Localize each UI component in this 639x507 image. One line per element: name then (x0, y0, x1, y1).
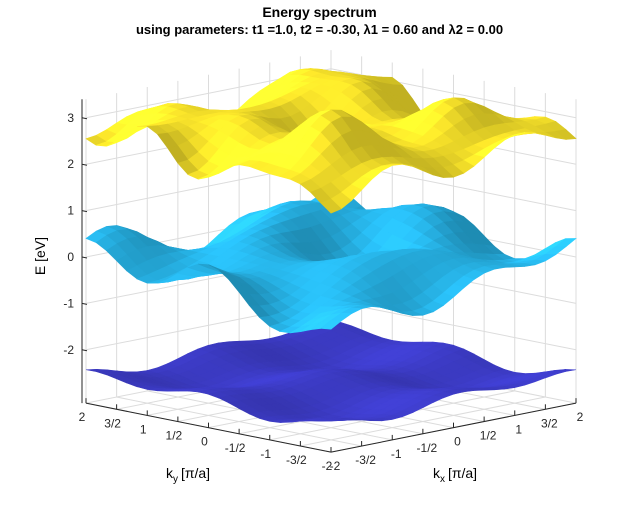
z-tick (81, 210, 88, 213)
y-axis-label-sub: y (173, 474, 178, 485)
ky-tick-label: -3/2 (286, 453, 307, 467)
z-tick-label: -2 (63, 343, 74, 357)
kx-tick-label: -2 (330, 459, 341, 473)
chart-subtitle: using parameters: t1 =1.0, t2 = -0.30, λ… (135, 22, 504, 37)
kx-tick-label: 3/2 (541, 416, 558, 430)
y-axis-label: ky [π/a] (166, 465, 210, 485)
z-tick (81, 163, 88, 166)
z-tick (81, 302, 88, 305)
x-axis-label-main: k (433, 465, 441, 481)
x-axis-label-sub: x (440, 474, 445, 485)
surface-lower-band (85, 320, 577, 423)
surface-lower-patch (320, 417, 342, 420)
axis-labels: E [eV] ky [π/a] kx [π/a] (32, 237, 477, 485)
kx-tick-label: -1/2 (417, 441, 438, 455)
x-axis-label: kx [π/a] (433, 465, 477, 485)
floor-grid-line (300, 396, 546, 447)
y-axis-label-main: k (166, 465, 174, 481)
ky-tick-label: 0 (201, 435, 208, 449)
x-axis-label-unit: [π/a] (448, 465, 477, 481)
z-tick-label: 2 (67, 157, 74, 171)
ky-tick-label: -2 (322, 459, 333, 473)
z-tick (81, 256, 88, 259)
z-tick-label: -1 (63, 296, 74, 310)
surface-upper-patch (320, 198, 342, 214)
surface-middle-patch (320, 320, 342, 330)
z-tick-label: 0 (67, 250, 74, 264)
ky-tick-label: -1 (260, 447, 271, 461)
ky-tick-label: 1/2 (166, 429, 183, 443)
z-tick-label: 1 (67, 204, 74, 218)
kx-tick-label: 2 (577, 410, 584, 424)
floor-grid-line (116, 396, 362, 447)
z-tick (81, 117, 88, 120)
chart-title: Energy spectrum (262, 4, 377, 20)
y-axis-label-unit: [π/a] (181, 465, 210, 481)
kx-tick-label: 0 (454, 435, 461, 449)
ky-tick-label: 1 (140, 422, 147, 436)
z-tick (81, 349, 88, 352)
kx-tick-label: -1 (391, 447, 402, 461)
kx-tick-label: -3/2 (355, 453, 376, 467)
kx-tick-label: 1 (515, 422, 522, 436)
kx-tick-label: 1/2 (480, 429, 497, 443)
surface-upper-band (85, 68, 577, 214)
z-axis-label: E [eV] (32, 237, 48, 275)
z-tick-label: 3 (67, 111, 74, 125)
ky-tick-label: 3/2 (104, 416, 121, 430)
surface-plot (85, 68, 577, 423)
ky-tick-label: 2 (79, 410, 86, 424)
ky-tick-label: -1/2 (225, 441, 246, 455)
